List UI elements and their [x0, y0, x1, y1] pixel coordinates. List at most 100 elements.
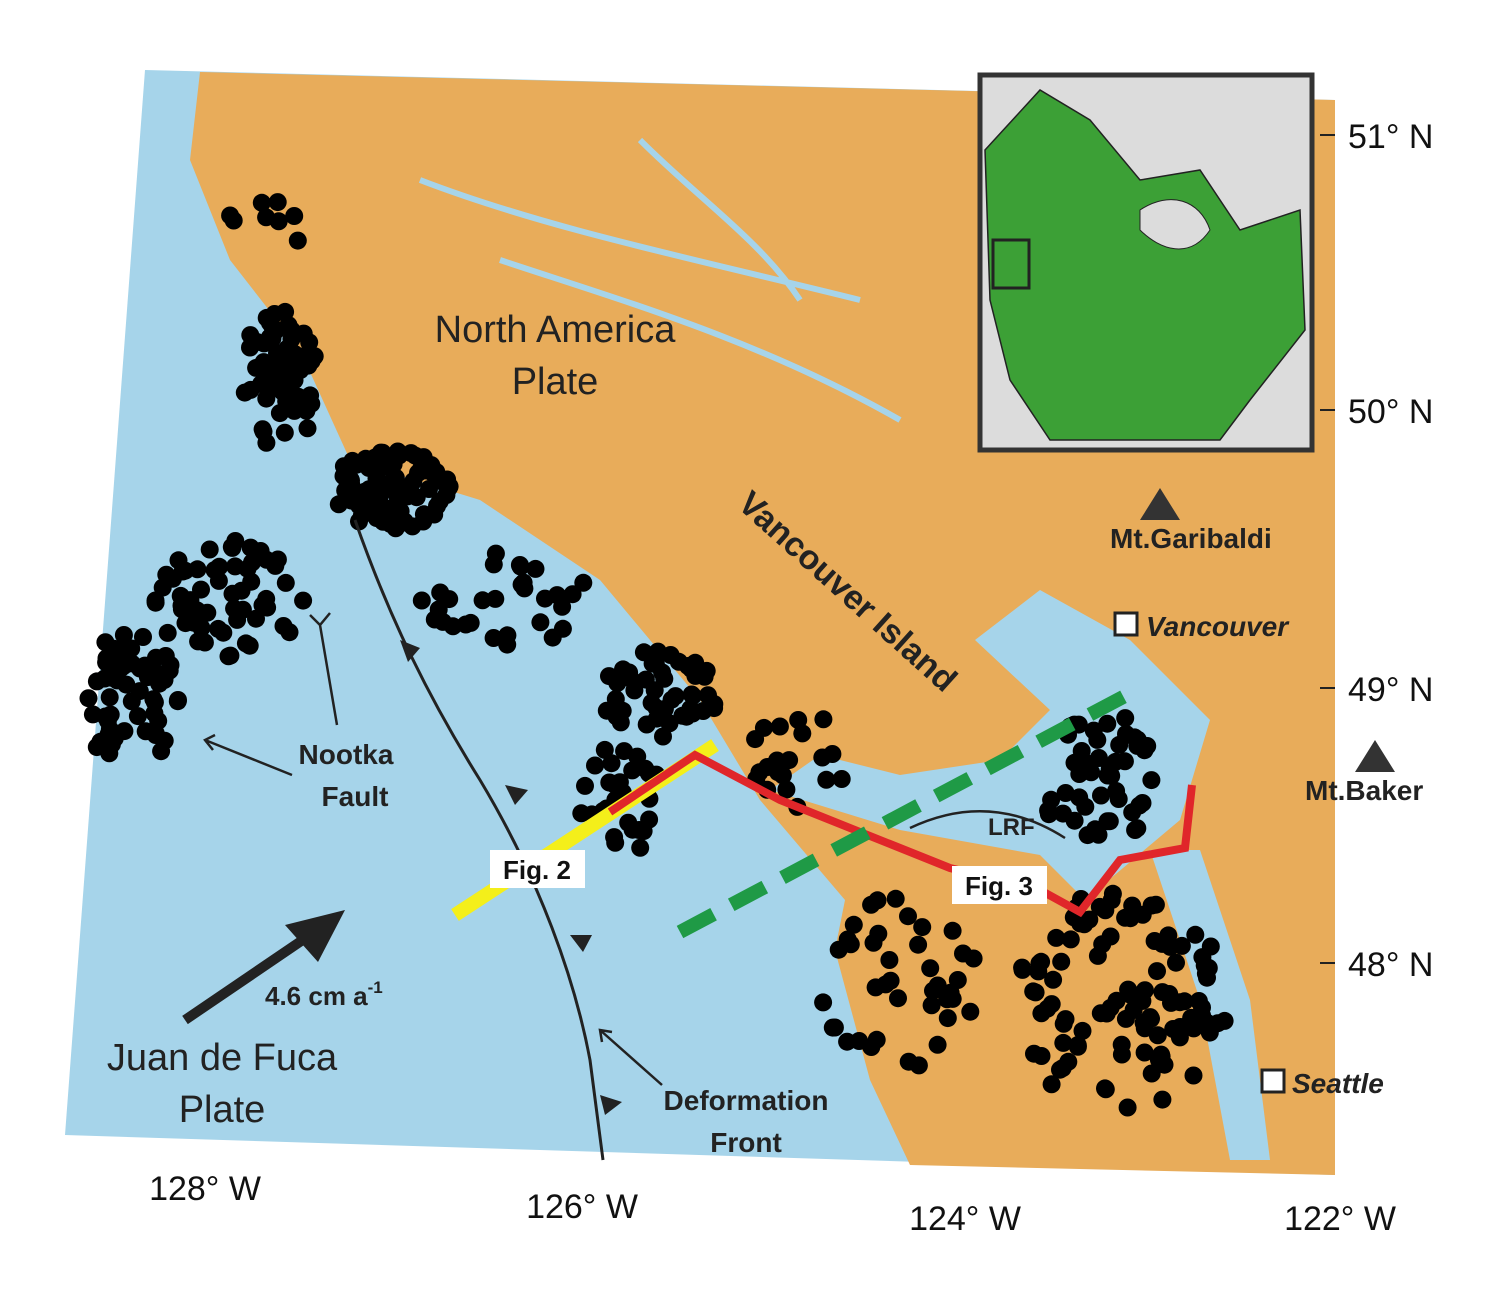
- earthquake: [1142, 771, 1161, 790]
- earthquake: [636, 670, 655, 689]
- earthquake: [145, 693, 164, 712]
- earthquake: [138, 668, 157, 687]
- lat-label: 48° N: [1348, 946, 1433, 984]
- earthquake: [1161, 937, 1180, 956]
- earthquake: [96, 633, 115, 652]
- earthquake: [219, 647, 238, 666]
- earthquake: [705, 695, 724, 714]
- earthquake: [1026, 983, 1045, 1002]
- place-label: Mt.Garibaldi: [1110, 523, 1272, 554]
- earthquake: [576, 776, 594, 795]
- frame-ticks: [1320, 134, 1335, 964]
- earthquake: [428, 497, 446, 515]
- earthquake: [1112, 1035, 1131, 1054]
- earthquake: [1146, 895, 1165, 914]
- earthquake: [661, 646, 680, 664]
- earthquake: [1096, 1079, 1114, 1098]
- earthquake: [1153, 1090, 1172, 1109]
- earthquake: [1199, 959, 1218, 977]
- earthquake: [1052, 952, 1071, 971]
- earthquake: [431, 583, 450, 602]
- earthquake: [1125, 728, 1144, 747]
- earthquake: [1126, 821, 1145, 839]
- earthquake: [1088, 946, 1107, 965]
- earthquake: [100, 688, 119, 707]
- earthquake: [813, 748, 832, 767]
- earthquake: [105, 729, 124, 748]
- plate-label: Plate: [512, 361, 599, 403]
- earthquake: [486, 544, 505, 563]
- earthquake: [236, 634, 255, 653]
- plate-label: Juan de Fuca: [107, 1037, 338, 1079]
- fault-label: Fault: [322, 781, 389, 812]
- earthquake: [1142, 1064, 1161, 1083]
- earthquake: [653, 663, 672, 682]
- earthquake: [673, 706, 692, 725]
- earthquake: [1098, 714, 1117, 733]
- lrf-fault: [909, 809, 1066, 840]
- earthquake: [563, 585, 582, 604]
- earthquake: [515, 579, 534, 598]
- fig-box: [490, 850, 585, 888]
- lat-label: 51° N: [1348, 118, 1433, 156]
- earthquake: [210, 557, 229, 576]
- earthquake: [866, 978, 885, 997]
- earthquake: [961, 1002, 980, 1021]
- thrust-teeth: [400, 640, 622, 1115]
- earthquake: [746, 730, 765, 749]
- earthquake: [948, 971, 967, 989]
- earthquake: [260, 358, 279, 377]
- earthquake: [427, 462, 446, 481]
- earthquake: [1148, 962, 1166, 981]
- earthquake: [1101, 927, 1120, 946]
- earthquake: [257, 371, 275, 390]
- earthquake: [98, 711, 117, 730]
- fault-label: Deformation: [664, 1085, 829, 1116]
- earthquake: [1047, 928, 1066, 947]
- earthquake: [1189, 992, 1208, 1010]
- earthquake: [1092, 786, 1110, 805]
- earthquake: [943, 921, 962, 940]
- earthquake: [79, 689, 98, 708]
- earthquake: [122, 692, 141, 711]
- velocity-superscript: -1: [368, 978, 383, 997]
- earthquake: [114, 626, 133, 644]
- fig-box: [952, 866, 1047, 904]
- earthquake: [388, 499, 407, 518]
- earthquake: [268, 193, 287, 212]
- earthquake: [288, 231, 307, 250]
- inset-bay: [1139, 199, 1211, 250]
- earthquake: [231, 602, 250, 621]
- earthquake: [924, 981, 942, 1000]
- earthquake: [276, 343, 295, 362]
- earthquake: [768, 751, 786, 770]
- earthquake: [526, 559, 545, 578]
- earthquake: [486, 589, 505, 608]
- lat-labels: 51° N 50° N 49° N 48° N: [1348, 118, 1433, 984]
- earthquake: [913, 918, 932, 937]
- earthquake: [386, 468, 405, 487]
- earthquake: [342, 475, 361, 494]
- earthquake: [510, 556, 529, 574]
- earthquake: [640, 810, 659, 829]
- earthquake: [789, 711, 808, 729]
- earthquake: [192, 580, 210, 599]
- earthquake: [814, 710, 833, 729]
- earthquake: [825, 1018, 844, 1037]
- earthquake: [128, 707, 147, 726]
- lat-label: 49° N: [1348, 671, 1433, 709]
- earthquake: [119, 642, 138, 661]
- velocity-text: 4.6 cm a: [265, 981, 368, 1011]
- earthquake: [777, 780, 796, 799]
- earthquake: [223, 584, 242, 603]
- earthquake: [1042, 1075, 1061, 1094]
- earthquake: [695, 667, 714, 686]
- earthquake: [1089, 749, 1108, 767]
- lat-label: 50° N: [1348, 393, 1433, 431]
- earthquake: [414, 512, 433, 531]
- earthquake: [247, 358, 266, 377]
- earthquake: [209, 571, 228, 590]
- earthquake: [1106, 752, 1125, 771]
- place-label: Seattle: [1292, 1068, 1384, 1099]
- earthquake: [172, 596, 191, 615]
